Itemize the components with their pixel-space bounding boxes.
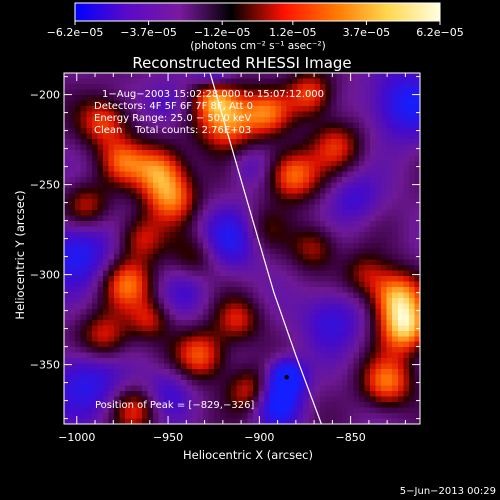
x-tick-label: −1000 [58, 431, 95, 444]
x-tick-label: −850 [336, 431, 366, 444]
colorbar-tick-label: 1.2e−05 [269, 26, 316, 39]
annotation-total-counts: Clean Total counts: 2.76E+03 [94, 125, 251, 136]
plot-frame [63, 72, 421, 425]
annotation-detectors: Detectors: 4F 5F 6F 7F 8F, Att 0 [94, 101, 253, 112]
y-tick-label: −300 [30, 269, 60, 282]
heatmap-image [64, 73, 420, 424]
colorbar-tick-label: 6.2e−05 [416, 26, 463, 39]
y-tick-label: −350 [30, 359, 60, 372]
colorbar-tick-label: −6.2e−05 [47, 26, 104, 39]
y-tick-label: −200 [30, 89, 60, 102]
colorbar-tick-label: 3.7e−05 [343, 26, 390, 39]
colorbar-tick-label: −3.7e−05 [120, 26, 177, 39]
colorbar-ticks: −6.2e−05 −3.7e−05 −1.2e−05 1.2e−05 3.7e−05 6.… [47, 21, 464, 39]
peak-marker [284, 375, 289, 380]
axis-ticks: −1000 −950 −900 −850 −200 −250 −300 −350 [30, 73, 420, 444]
x-tick-label: −950 [153, 431, 183, 444]
colorbar-tick-label: −1.2e−05 [194, 26, 251, 39]
annotation-time-range: 1−Aug−2003 15:02:28.000 to 15:07:12.000 [102, 89, 324, 100]
x-tick-label: −900 [244, 431, 274, 444]
annotation-energy-range: Energy Range: 25.0 − 50.0 keV [94, 113, 251, 124]
y-axis-label: Heliocentric Y (arcsec) [13, 190, 27, 319]
x-axis-label: Heliocentric X (arcsec) [183, 448, 313, 462]
footer-timestamp: 5−Jun−2013 00:29 [400, 486, 496, 497]
y-tick-label: −250 [30, 179, 60, 192]
solar-limb-curve [209, 73, 322, 424]
colorbar [74, 2, 441, 22]
peak-position-label: Position of Peak = [−829,−326] [95, 400, 254, 411]
chart-title: Reconstructed RHESSI Image [132, 54, 351, 72]
colorbar-units: (photons cm⁻² s⁻¹ asec⁻²) [190, 40, 325, 52]
